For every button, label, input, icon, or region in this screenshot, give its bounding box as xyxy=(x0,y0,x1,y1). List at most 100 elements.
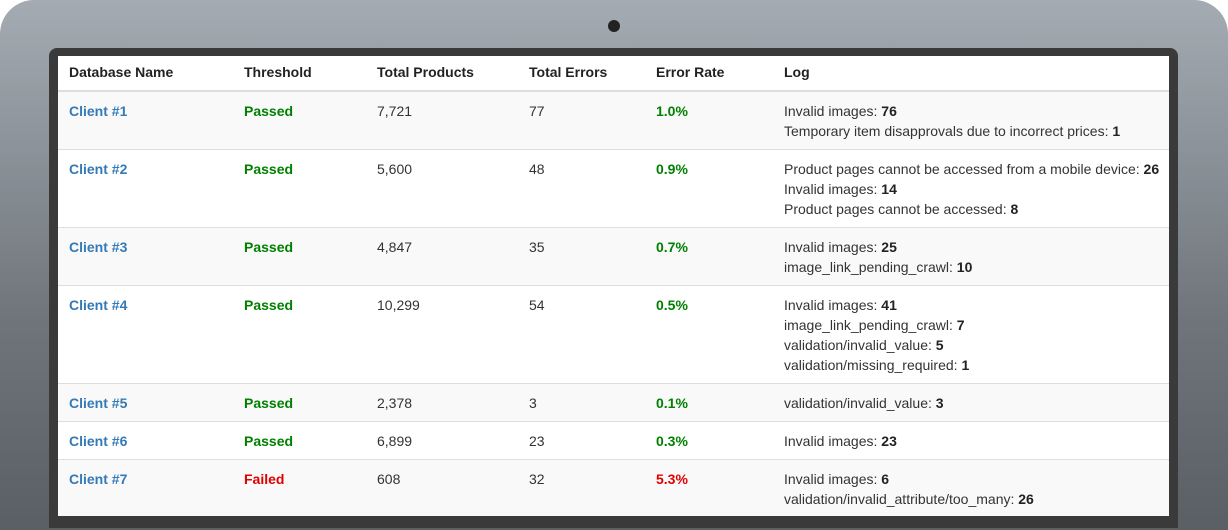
log-entry: Invalid images: 23 xyxy=(784,433,897,449)
total-errors: 77 xyxy=(529,103,545,119)
error-rate: 0.9% xyxy=(656,161,688,177)
total-errors-cell: 3 xyxy=(518,383,645,422)
header-error-rate: Error Rate xyxy=(645,56,773,92)
client-name-link[interactable]: Client #6 xyxy=(69,433,128,449)
threshold-status-cell: Failed xyxy=(233,459,366,516)
total-products: 10,299 xyxy=(377,297,420,313)
threshold-status: Passed xyxy=(244,239,294,255)
total-errors: 54 xyxy=(529,297,545,313)
threshold-status: Failed xyxy=(244,471,285,487)
log-entry: Invalid images: 25 xyxy=(784,239,897,255)
log-cell: Invalid images: 6 validation/invalid_attr… xyxy=(773,459,1169,516)
log-entry-label: Invalid images xyxy=(784,181,874,197)
log-entry-label: Product pages cannot be accessed from a … xyxy=(784,161,1136,177)
log-entry: validation/invalid_value: 5 xyxy=(784,337,944,353)
total-products: 7,721 xyxy=(377,103,413,119)
header-total-products: Total Products xyxy=(366,56,518,92)
total-products-cell: 10,299 xyxy=(366,285,518,384)
log-cell: Invalid images: 25 image_link_pending_cra… xyxy=(773,227,1169,286)
total-errors-cell: 48 xyxy=(518,149,645,228)
table-row: Client #4 Passed 10,299 54 0.5% Invalid image… xyxy=(58,285,1169,384)
table-row: Client #7 Failed 608 32 5.3% Invalid images: … xyxy=(58,459,1169,516)
log-entry: Temporary item disapprovals due to incor… xyxy=(784,123,1121,139)
log-entry: Product pages cannot be accessed from a … xyxy=(784,161,1160,177)
total-errors-cell: 35 xyxy=(518,227,645,286)
header-threshold: Threshold xyxy=(233,56,366,92)
log-entry-label: Invalid images xyxy=(784,471,874,487)
log-entry-label: Temporary item disapprovals due to incor… xyxy=(784,123,1105,139)
total-errors-cell: 77 xyxy=(518,90,645,150)
client-name-link[interactable]: Client #1 xyxy=(69,103,128,119)
threshold-status-cell: Passed xyxy=(233,227,366,286)
log-entry-count: 5 xyxy=(935,337,944,353)
client-name-link[interactable]: Client #4 xyxy=(69,297,128,313)
log-entry-label: image_link_pending_crawl xyxy=(784,259,949,275)
log-entry-label: Product pages cannot be accessed xyxy=(784,201,1003,217)
client-name-link[interactable]: Client #2 xyxy=(69,161,128,177)
log-entry-count: 6 xyxy=(881,471,890,487)
log-entry: Invalid images: 76 xyxy=(784,103,897,119)
table-row: Client #1 Passed 7,721 77 1.0% Invalid images… xyxy=(58,90,1169,150)
total-errors: 32 xyxy=(529,471,545,487)
log-entry-count: 76 xyxy=(881,103,897,119)
client-name-link-cell: Client #1 xyxy=(58,90,233,150)
log-entry-count: 23 xyxy=(881,433,897,449)
log-entry-label: validation/invalid_attribute/too_many xyxy=(784,491,1011,507)
log-entry-count: 1 xyxy=(1112,123,1121,139)
client-name-link[interactable]: Client #7 xyxy=(69,471,128,487)
log-entry: Invalid images: 6 xyxy=(784,471,890,487)
client-name-link-cell: Client #7 xyxy=(58,459,233,516)
client-name-link[interactable]: Client #3 xyxy=(69,239,128,255)
error-rate: 5.3% xyxy=(656,471,688,487)
table-header-row: Database Name Threshold Total Products T… xyxy=(58,56,1169,92)
log-entry-count: 25 xyxy=(881,239,897,255)
header-total-errors: Total Errors xyxy=(518,56,645,92)
client-name-link-cell: Client #4 xyxy=(58,285,233,384)
total-products: 4,847 xyxy=(377,239,413,255)
log-entry: validation/missing_required: 1 xyxy=(784,357,970,373)
log-entry-count: 3 xyxy=(935,395,944,411)
log-entry-count: 8 xyxy=(1010,201,1019,217)
log-cell: validation/invalid_value: 3 xyxy=(773,383,1169,422)
log-cell: Invalid images: 41 image_link_pending_cra… xyxy=(773,285,1169,384)
error-rate-cell: 0.1% xyxy=(645,383,773,422)
client-name-link-cell: Client #2 xyxy=(58,149,233,228)
log-entry-label: Invalid images xyxy=(784,239,874,255)
threshold-status-cell: Passed xyxy=(233,90,366,150)
screen: Database Name Threshold Total Products T… xyxy=(58,56,1169,516)
total-errors-cell: 54 xyxy=(518,285,645,384)
table-row: Client #3 Passed 4,847 35 0.7% Invalid images… xyxy=(58,227,1169,286)
total-products: 5,600 xyxy=(377,161,413,177)
client-name-link-cell: Client #3 xyxy=(58,227,233,286)
log-entry-count: 10 xyxy=(956,259,973,275)
log-cell: Invalid images: 23 xyxy=(773,421,1169,460)
error-rate-cell: 0.5% xyxy=(645,285,773,384)
client-name-link[interactable]: Client #5 xyxy=(69,395,128,411)
threshold-status: Passed xyxy=(244,433,294,449)
log-entry-label: validation/invalid_value xyxy=(784,395,928,411)
threshold-status: Passed xyxy=(244,297,294,313)
log-entry-count: 14 xyxy=(881,181,897,197)
threshold-status-cell: Passed xyxy=(233,285,366,384)
table-row: Client #6 Passed 6,899 23 0.3% Invalid images… xyxy=(58,421,1169,460)
log-cell: Product pages cannot be accessed from a … xyxy=(773,149,1169,228)
total-errors: 3 xyxy=(529,395,537,411)
total-errors-cell: 32 xyxy=(518,459,645,516)
log-entry-label: validation/invalid_value xyxy=(784,337,928,353)
threshold-status-cell: Passed xyxy=(233,383,366,422)
error-rate-cell: 5.3% xyxy=(645,459,773,516)
error-rate-cell: 0.3% xyxy=(645,421,773,460)
threshold-status-cell: Passed xyxy=(233,421,366,460)
client-name-link-cell: Client #6 xyxy=(58,421,233,460)
client-name-link-cell: Client #5 xyxy=(58,383,233,422)
table-row: Client #5 Passed 2,378 3 0.1% validation/inva… xyxy=(58,383,1169,422)
total-products: 608 xyxy=(377,471,401,487)
log-cell: Invalid images: 76 Temporary item disappr… xyxy=(773,90,1169,150)
log-entry: Product pages cannot be accessed: 8 xyxy=(784,201,1019,217)
error-rate: 0.5% xyxy=(656,297,688,313)
log-entry-count: 41 xyxy=(881,297,897,313)
log-entry-count: 26 xyxy=(1143,161,1160,177)
log-entry: validation/invalid_value: 3 xyxy=(784,395,944,411)
log-entry-label: Invalid images xyxy=(784,297,874,313)
error-rate-cell: 0.7% xyxy=(645,227,773,286)
